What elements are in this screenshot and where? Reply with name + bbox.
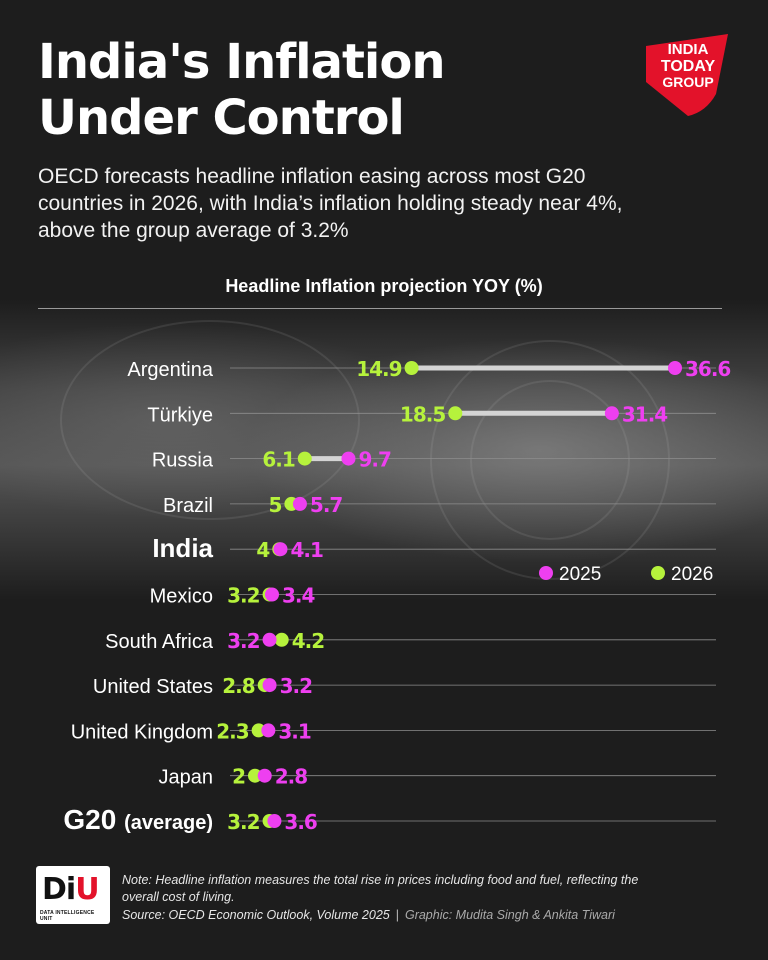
point-2026 [274,632,289,647]
title-line-1: India's Inflation [38,34,446,90]
diu-tagline: DATA INTELLIGENCE UNIT [40,910,95,922]
value-label-2026: 2 [232,765,245,789]
chart-heading: Headline Inflation projection YOY (%) [225,276,543,296]
point-2026 [297,451,312,466]
heading-divider [38,308,722,309]
point-2026 [251,723,266,738]
country-label: Türkiye [147,404,213,426]
value-label-2026: 14.9 [356,357,401,381]
source-text: Source: OECD Economic Outlook, Volume 20… [122,908,390,922]
value-label-2026: 4.2 [292,629,325,653]
value-label-2026: 3.2 [227,810,260,834]
country-label: Mexico [150,586,213,608]
country-label: United States [93,676,213,698]
diu-letter-u: U [75,872,99,907]
value-label-2025: 3.6 [284,810,317,834]
value-label-2025: 2.8 [275,765,308,789]
brand-line-3: GROUP [662,74,713,90]
value-label-2025: 36.6 [685,357,730,381]
source-separator: | [395,908,399,922]
country-label: Japan [159,767,214,789]
page-title: India's Inflation Under Control [38,34,598,146]
legend-label-2025: 2025 [559,564,601,585]
title-line-2: Under Control [38,90,405,146]
point-2025 [267,814,282,828]
diu-letter-i: i [65,872,76,907]
country-label: Russia [152,450,214,472]
graphic-credit: Graphic: Mudita Singh & Ankita Tiwari [404,908,615,922]
point-2025 [292,496,307,511]
subtitle: OECD forecasts headline inflation easing… [38,165,623,242]
point-2025 [604,406,619,421]
value-label-2026: 2.3 [216,719,249,743]
value-label-2026: 2.8 [222,674,255,698]
value-label-2025: 3.2 [280,674,313,698]
country-label: Brazil [163,495,213,517]
background-photo [0,300,768,600]
country-label: G20 (average) [63,804,213,835]
point-2026 [404,361,419,375]
average-label: (average) [124,812,213,834]
legend-label-2026: 2026 [671,564,713,585]
brand-line-2: TODAY [661,58,716,75]
point-2025 [262,678,277,693]
diu-logo: DiU DATA INTELLIGENCE UNIT [36,866,110,924]
point-2025 [257,768,272,783]
value-label-2026: 18.5 [400,402,445,426]
value-label-2025: 5.7 [310,493,343,517]
g20-label: G20 [63,804,124,835]
brand-line-1: INDIA [668,41,709,58]
legend-marker-2025 [539,566,553,580]
diu-letter-d: D [42,872,67,907]
point-2025 [273,542,288,557]
country-label: Argentina [127,359,213,381]
value-label-2026: 3.2 [227,584,260,608]
point-2025 [264,587,279,602]
value-label-2025: 3.2 [227,629,260,653]
value-label-2026: 4 [256,538,269,562]
value-label-2025: 3.1 [278,719,311,743]
source-line: Source: OECD Economic Outlook, Volume 20… [122,908,722,922]
value-label-2026: 6.1 [262,448,295,472]
india-today-group-logo: INDIA TODAY GROUP [636,32,732,118]
country-label: South Africa [105,631,214,653]
point-2025 [261,723,276,738]
point-2026 [248,768,262,783]
point-2025 [668,361,682,375]
value-label-2025: 3.4 [282,584,315,608]
point-2026 [448,406,463,421]
country-label: United Kingdom [71,721,213,743]
point-2025 [262,632,277,647]
value-label-2025: 9.7 [358,448,391,472]
country-label: India [152,533,213,563]
value-label-2025: 4.1 [290,538,323,562]
value-label-2025: 31.4 [622,402,667,426]
legend-marker-2026 [651,566,665,580]
point-2025 [341,451,356,466]
footnote: Note: Headline inflation measures the to… [122,873,639,904]
value-label-2026: 5 [268,493,281,517]
